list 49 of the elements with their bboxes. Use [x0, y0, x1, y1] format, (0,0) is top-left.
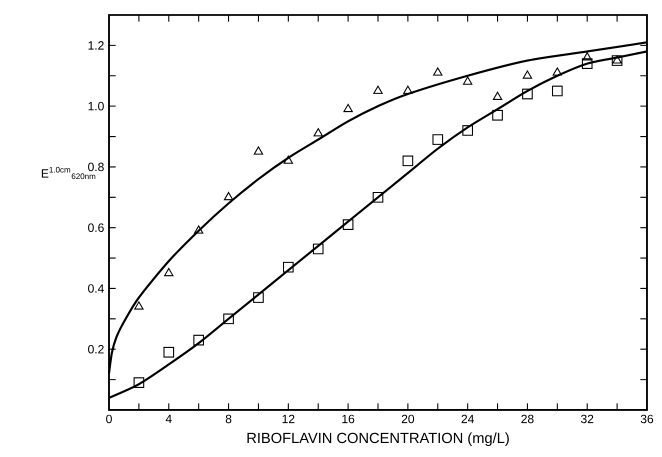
x-tick-label: 4 — [166, 414, 172, 423]
point — [314, 128, 323, 136]
point — [522, 88, 533, 100]
point — [193, 334, 204, 346]
point — [552, 86, 563, 96]
y-tick-label: 0.8 — [88, 162, 104, 172]
point — [522, 70, 532, 79]
y-tick-label: 1.2 — [88, 41, 104, 50]
point — [163, 346, 174, 358]
x-tick-label: 8 — [226, 414, 232, 424]
point — [372, 192, 384, 203]
x-tick-label: 0 — [106, 414, 112, 424]
point — [402, 156, 414, 166]
point — [224, 192, 234, 200]
point — [462, 76, 472, 85]
x-tick-label: 32 — [580, 414, 594, 424]
point — [284, 156, 294, 164]
x-tick-label: 16 — [342, 414, 354, 424]
y-tick-label: 0.6 — [88, 223, 104, 232]
point — [343, 104, 353, 112]
x-tick-label: 36 — [640, 414, 654, 424]
point — [223, 314, 234, 324]
point — [134, 377, 144, 388]
point — [492, 92, 502, 100]
y-tick-label: 0.4 — [88, 284, 104, 293]
x-tick-label: 20 — [402, 414, 414, 424]
point — [403, 86, 413, 94]
point — [253, 292, 264, 303]
x-tick-label: 12 — [282, 414, 294, 424]
point — [462, 125, 473, 136]
point — [432, 134, 444, 145]
point — [373, 86, 383, 94]
point — [582, 52, 592, 60]
point — [312, 244, 324, 254]
point — [492, 110, 503, 121]
point — [282, 262, 294, 273]
point — [194, 225, 204, 234]
point — [582, 58, 593, 69]
point — [164, 268, 174, 276]
y-tick-label: 0.2 — [88, 344, 104, 354]
x-tick-label: 24 — [462, 414, 474, 424]
point — [342, 219, 354, 230]
point — [433, 67, 442, 76]
point — [254, 146, 264, 155]
point — [134, 301, 144, 310]
x-axis-title: RIBOFLAVIN CONCENTRATION (mg/L) — [247, 432, 509, 446]
y-tick-label: 1.0 — [88, 102, 104, 110]
point — [552, 67, 562, 76]
x-tick-label: 28 — [521, 414, 534, 424]
